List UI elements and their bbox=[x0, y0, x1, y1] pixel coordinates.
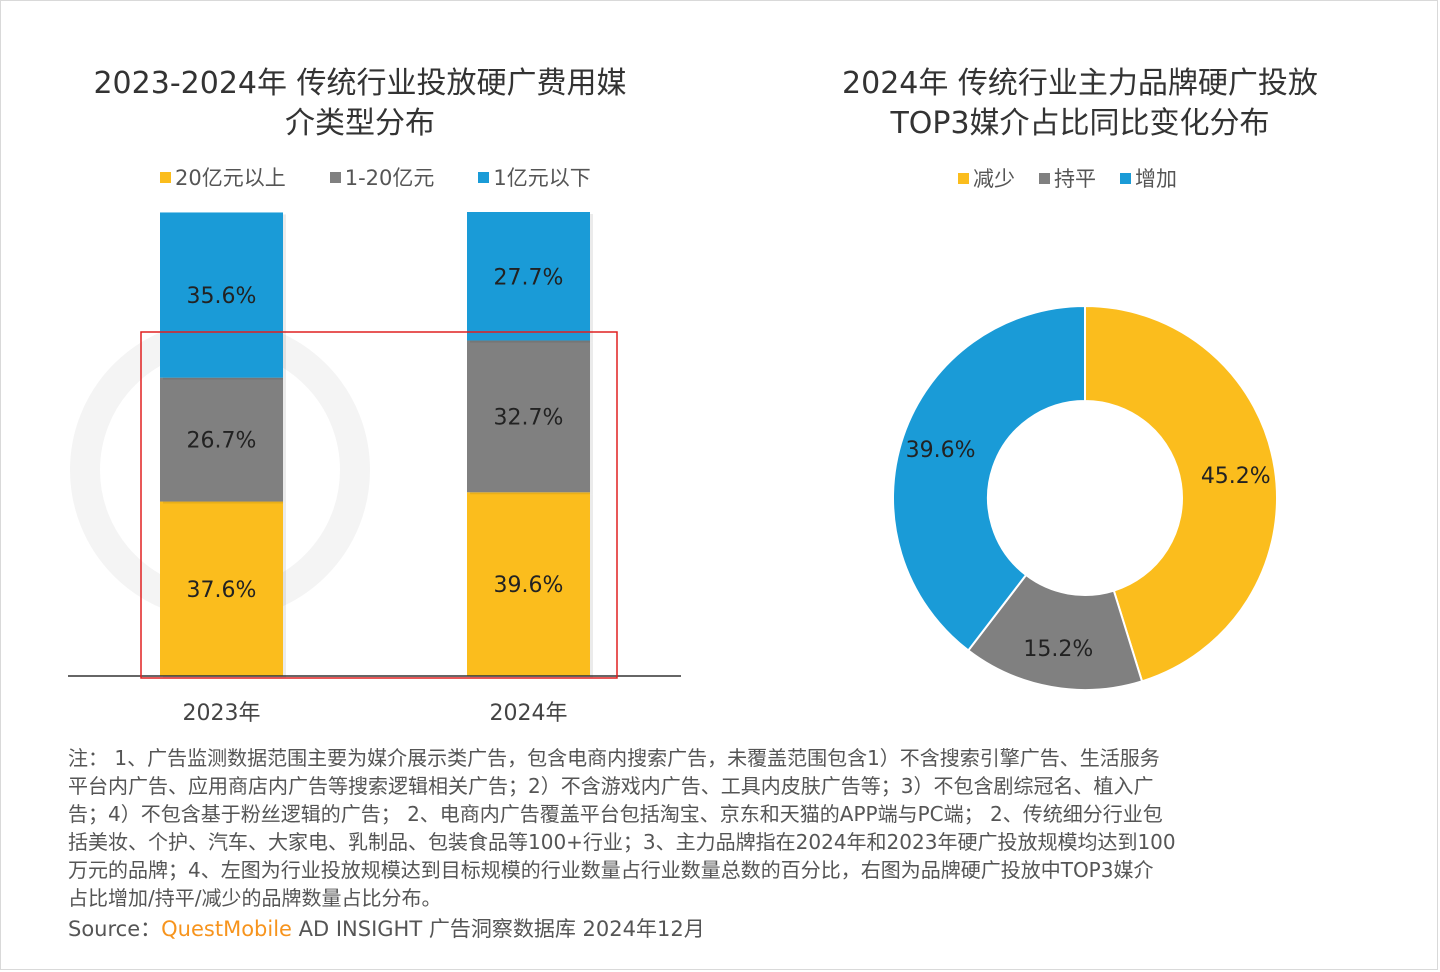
bar-data-label: 26.7% bbox=[187, 429, 257, 454]
donut-data-label: 45.2% bbox=[1201, 464, 1271, 489]
bar-data-label: 27.7% bbox=[494, 265, 564, 290]
legend-label: 1亿元以下 bbox=[493, 166, 591, 190]
legend-item: 20亿元以上 bbox=[160, 162, 286, 192]
left-chart-title: 2023-2024年 传统行业投放硬广费用媒 介类型分布 bbox=[60, 64, 660, 144]
charts-svg: 37.6% 26.7% 35.6% 2023年 39.6% 32.7% 27.7% 2024年… bbox=[68, 212, 1278, 726]
legend-item: 增加 bbox=[1120, 163, 1177, 193]
source-label: Source： bbox=[68, 917, 162, 941]
bar-data-label: 35.6% bbox=[187, 284, 257, 309]
bar-segment-1亿元以下 bbox=[160, 212, 283, 378]
legend-label: 减少 bbox=[973, 167, 1015, 191]
source-text: AD INSIGHT 广告洞察数据库 2024年12月 bbox=[291, 917, 705, 941]
legend-swatch bbox=[160, 171, 171, 183]
source-line: Source：QuestMobile AD INSIGHT 广告洞察数据库 20… bbox=[68, 914, 1368, 944]
donut-slice-增加 bbox=[892, 304, 1086, 652]
right-title-line1: 2024年 传统行业主力品牌硬广投放 bbox=[842, 66, 1318, 101]
bar-data-label: 37.6% bbox=[187, 578, 257, 603]
legend-swatch bbox=[329, 171, 341, 183]
source-brand: QuestMobile bbox=[161, 917, 292, 941]
legend-swatch bbox=[958, 172, 969, 184]
left-title-line1: 2023-2024年 传统行业投放硬广费用媒 bbox=[93, 66, 627, 101]
note-line: 告；4）不包含基于粉丝逻辑的广告； 2、电商内广告覆盖平台包括淘宝、京东和天猫的… bbox=[68, 802, 1163, 826]
legend-label: 增加 bbox=[1135, 167, 1177, 191]
note-line: 万元的品牌；4、左图为行业投放规模达到目标规模的行业数量占行业数量总数的百分比，… bbox=[68, 858, 1154, 882]
right-legend: 减少 持平 增加 bbox=[958, 163, 1177, 193]
legend-item: 1亿元以下 bbox=[478, 162, 591, 192]
left-legend: 20亿元以上 1-20亿元 1亿元以下 bbox=[160, 162, 591, 192]
bar-segment-1亿元以下 bbox=[467, 212, 590, 341]
legend-item: 1-20亿元 bbox=[329, 162, 435, 192]
left-title-line2: 介类型分布 bbox=[285, 106, 435, 141]
bar-segment-1-20亿元 bbox=[160, 377, 283, 502]
bar-segment-20亿元以上 bbox=[467, 492, 590, 676]
x-tick-label: 2024年 bbox=[490, 701, 568, 726]
bar-segment-20亿元以上 bbox=[160, 501, 283, 676]
right-title-line2: TOP3媒介占比同比变化分布 bbox=[890, 106, 1270, 141]
bar-segment-1-20亿元 bbox=[467, 340, 590, 493]
donut-data-label: 39.6% bbox=[906, 438, 976, 463]
legend-label: 持平 bbox=[1054, 167, 1096, 191]
footer: 注： 1、广告监测数据范围主要为媒介展示类广告，包含电商内搜索广告，未覆盖范围包… bbox=[68, 744, 1368, 944]
donut-data-label: 15.2% bbox=[1023, 637, 1093, 662]
x-tick-label: 2023年 bbox=[183, 701, 261, 726]
legend-swatch bbox=[1120, 172, 1131, 184]
right-chart-title: 2024年 传统行业主力品牌硬广投放 TOP3媒介占比同比变化分布 bbox=[780, 64, 1380, 144]
bar-data-label: 39.6% bbox=[494, 573, 564, 598]
note-line: 注： 1、广告监测数据范围主要为媒介展示类广告，包含电商内搜索广告，未覆盖范围包… bbox=[68, 746, 1160, 770]
note-line: 占比增加/持平/减少的品牌数量占比分布。 bbox=[68, 886, 442, 910]
legend-swatch bbox=[478, 171, 490, 183]
notes: 注： 1、广告监测数据范围主要为媒介展示类广告，包含电商内搜索广告，未覆盖范围包… bbox=[68, 744, 1368, 912]
note-line: 括美妆、个护、汽车、大家电、乳制品、包装食品等100+行业；3、主力品牌指在20… bbox=[68, 830, 1176, 854]
bar-data-label: 32.7% bbox=[494, 405, 564, 430]
legend-label: 20亿元以上 bbox=[175, 166, 286, 190]
donut-slice-减少 bbox=[1084, 304, 1278, 683]
legend-item: 减少 bbox=[958, 163, 1015, 193]
legend-swatch bbox=[1039, 172, 1050, 184]
note-line: 平台内广告、应用商店内广告等搜索逻辑相关广告；2）不含游戏内广告、工具内皮肤广告… bbox=[68, 774, 1154, 798]
legend-item: 持平 bbox=[1039, 163, 1096, 193]
highlight-box bbox=[140, 331, 618, 679]
legend-label: 1-20亿元 bbox=[344, 166, 435, 190]
